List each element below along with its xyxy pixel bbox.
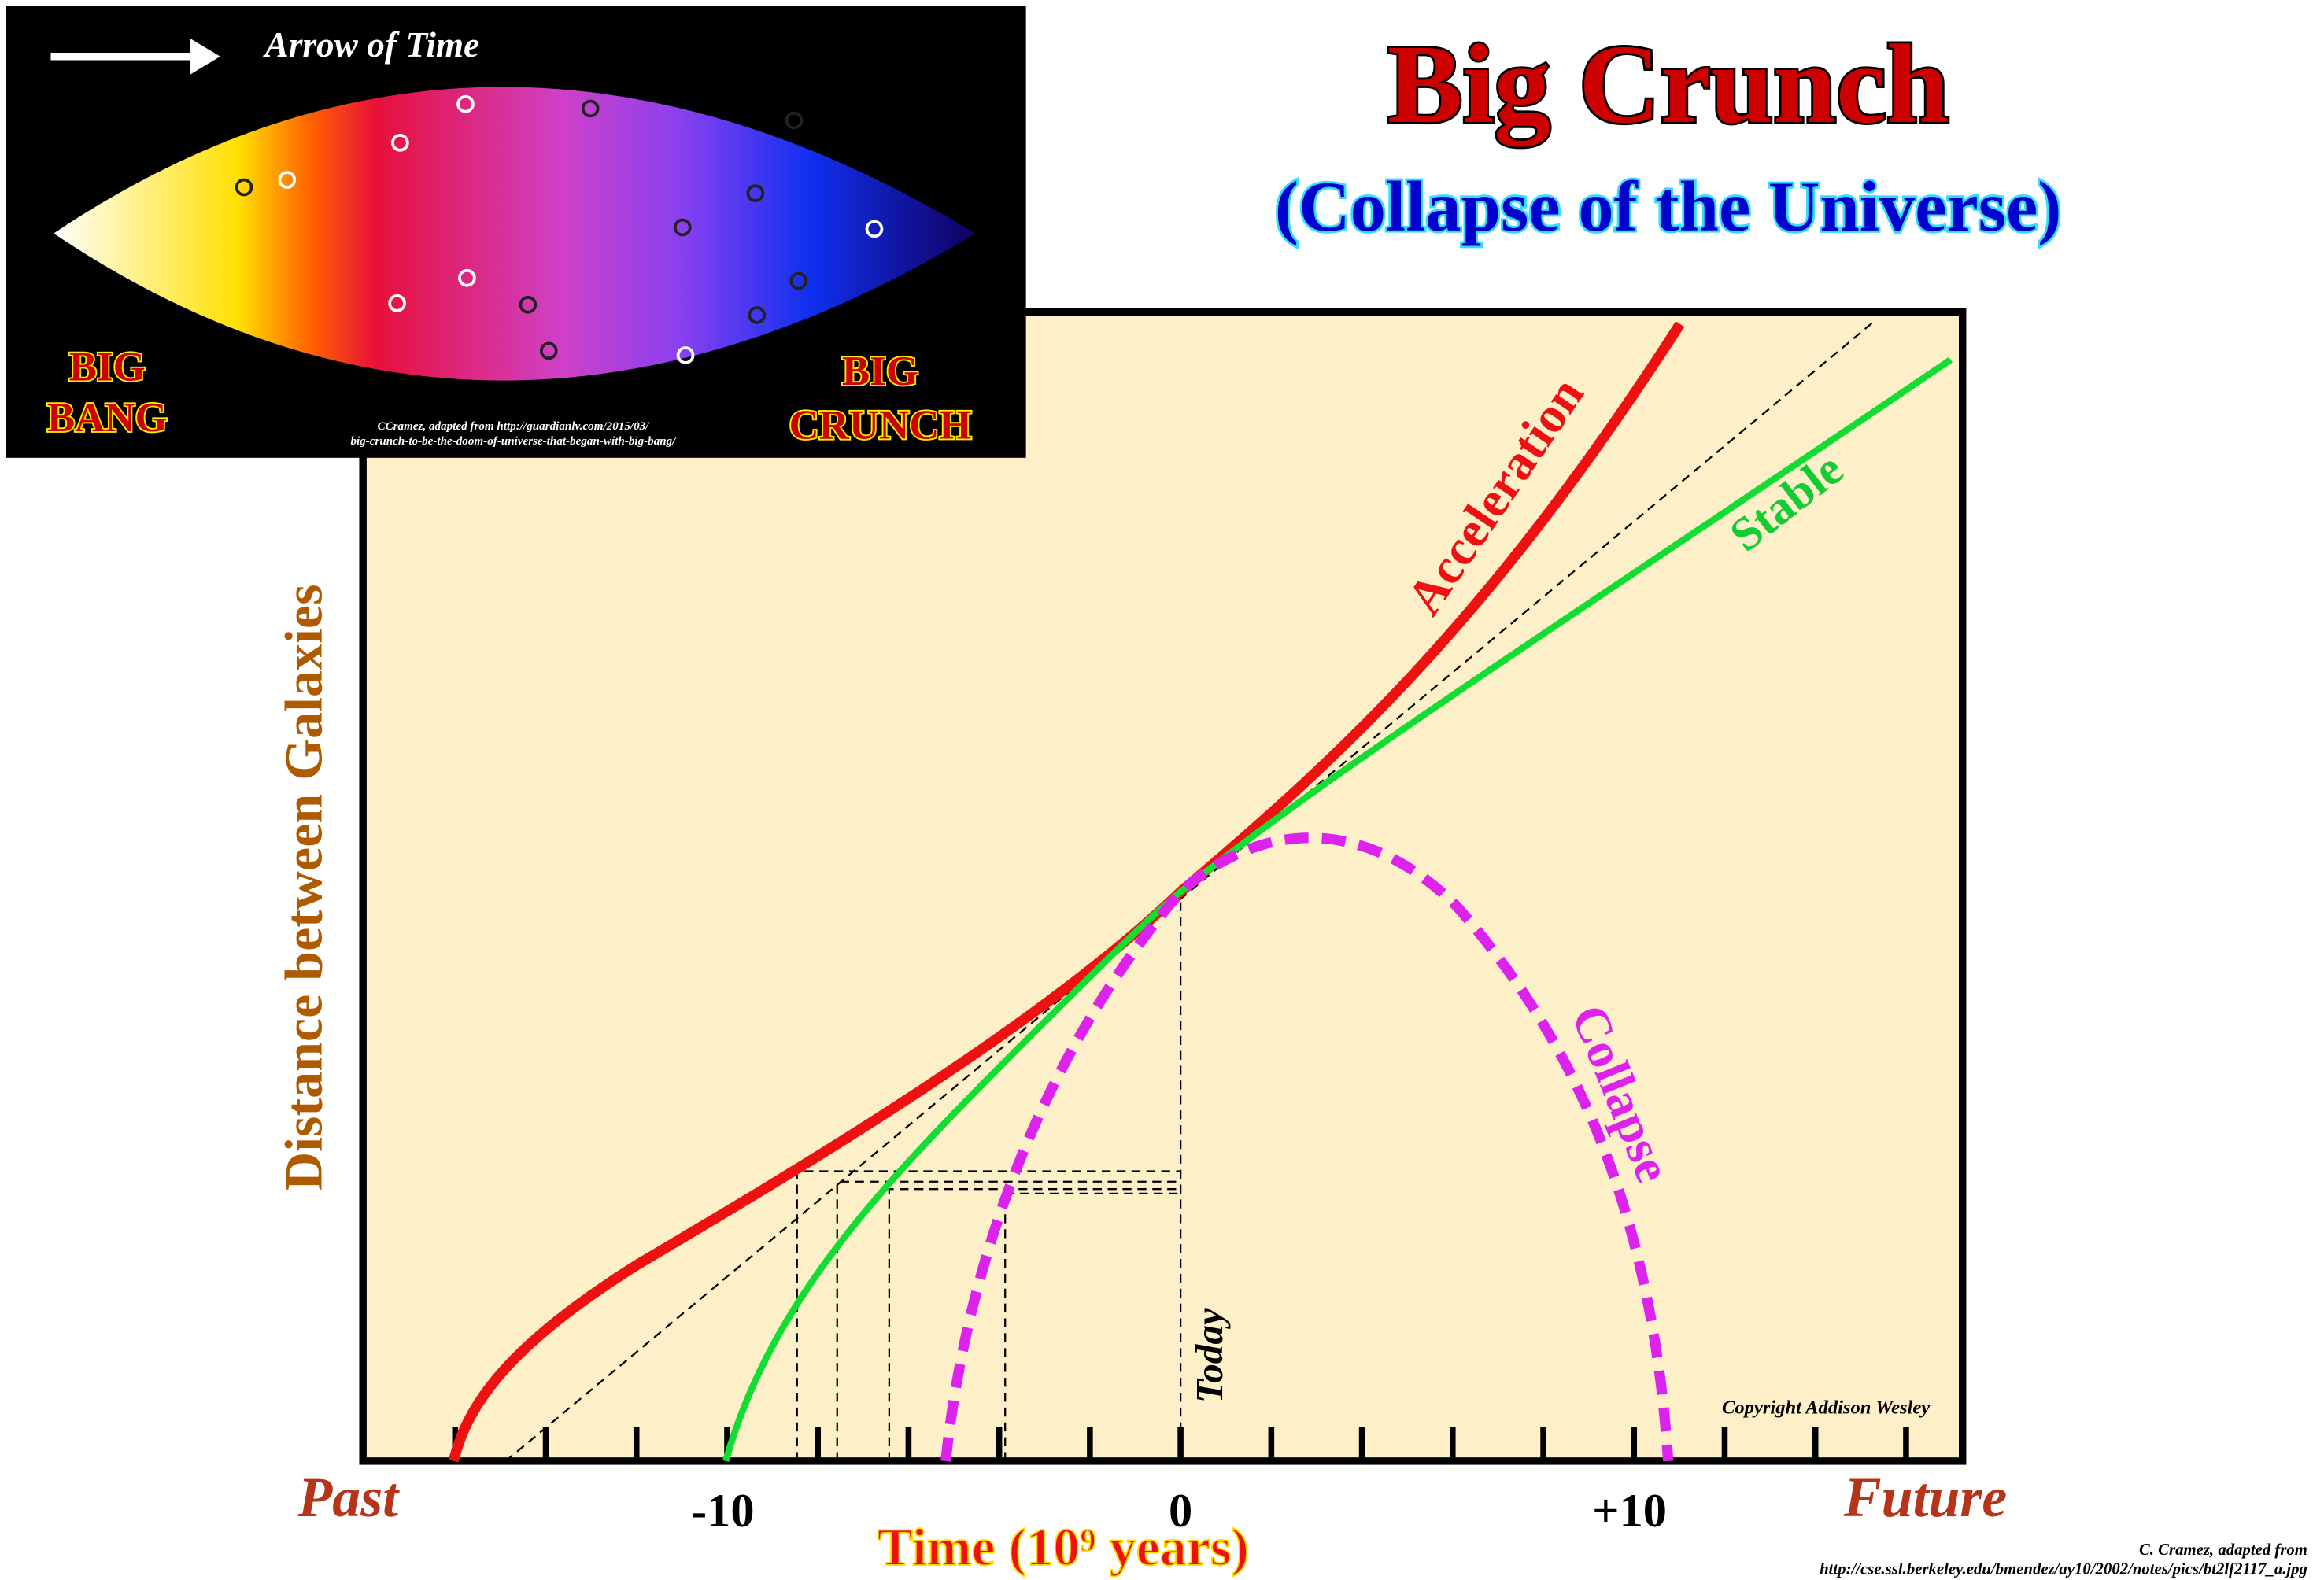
y-axis-label: Distance between Galaxies <box>273 584 333 1191</box>
source: C. Cramez, adapted from <box>2139 1541 2307 1559</box>
collapse-curve <box>940 832 1674 1462</box>
title: Big Crunch <box>1387 22 1949 147</box>
inset-credit: CCramez, adapted from http://guardianlv.… <box>378 420 651 433</box>
inset: Arrow of Time BIG BANG BIG CRUNCH CCrame… <box>6 6 1026 458</box>
universe-lens <box>54 87 976 381</box>
x-tick-label: -10 <box>691 1485 755 1538</box>
big-crunch-label: BIG <box>842 349 918 394</box>
x-tick-label: 0 <box>1169 1485 1192 1538</box>
big-bang-label: BANG <box>47 395 168 441</box>
arrow-label: Arrow of Time <box>262 25 479 65</box>
past-label: Past <box>297 1466 400 1529</box>
x-axis-label: Time (10⁹ years) <box>878 1517 1249 1577</box>
today-label: Today <box>1188 1308 1231 1403</box>
galaxies <box>235 94 884 364</box>
big-bang-label: BIG <box>69 345 146 390</box>
subtitle: (Collapse of the Universe) <box>1275 167 2062 246</box>
source: http://cse.ssl.berkeley.edu/bmendez/ay10… <box>1820 1560 2307 1578</box>
x-tick-label: +10 <box>1592 1485 1667 1538</box>
copyright: Copyright Addison Wesley <box>1722 1397 1930 1418</box>
stable-curve <box>722 356 1953 1463</box>
big-crunch-label: CRUNCH <box>789 402 972 448</box>
future-label: Future <box>1843 1466 2007 1529</box>
acceleration-curve <box>448 321 1685 1463</box>
inset-credit: big-crunch-to-be-the-doom-of-universe-th… <box>350 435 677 448</box>
